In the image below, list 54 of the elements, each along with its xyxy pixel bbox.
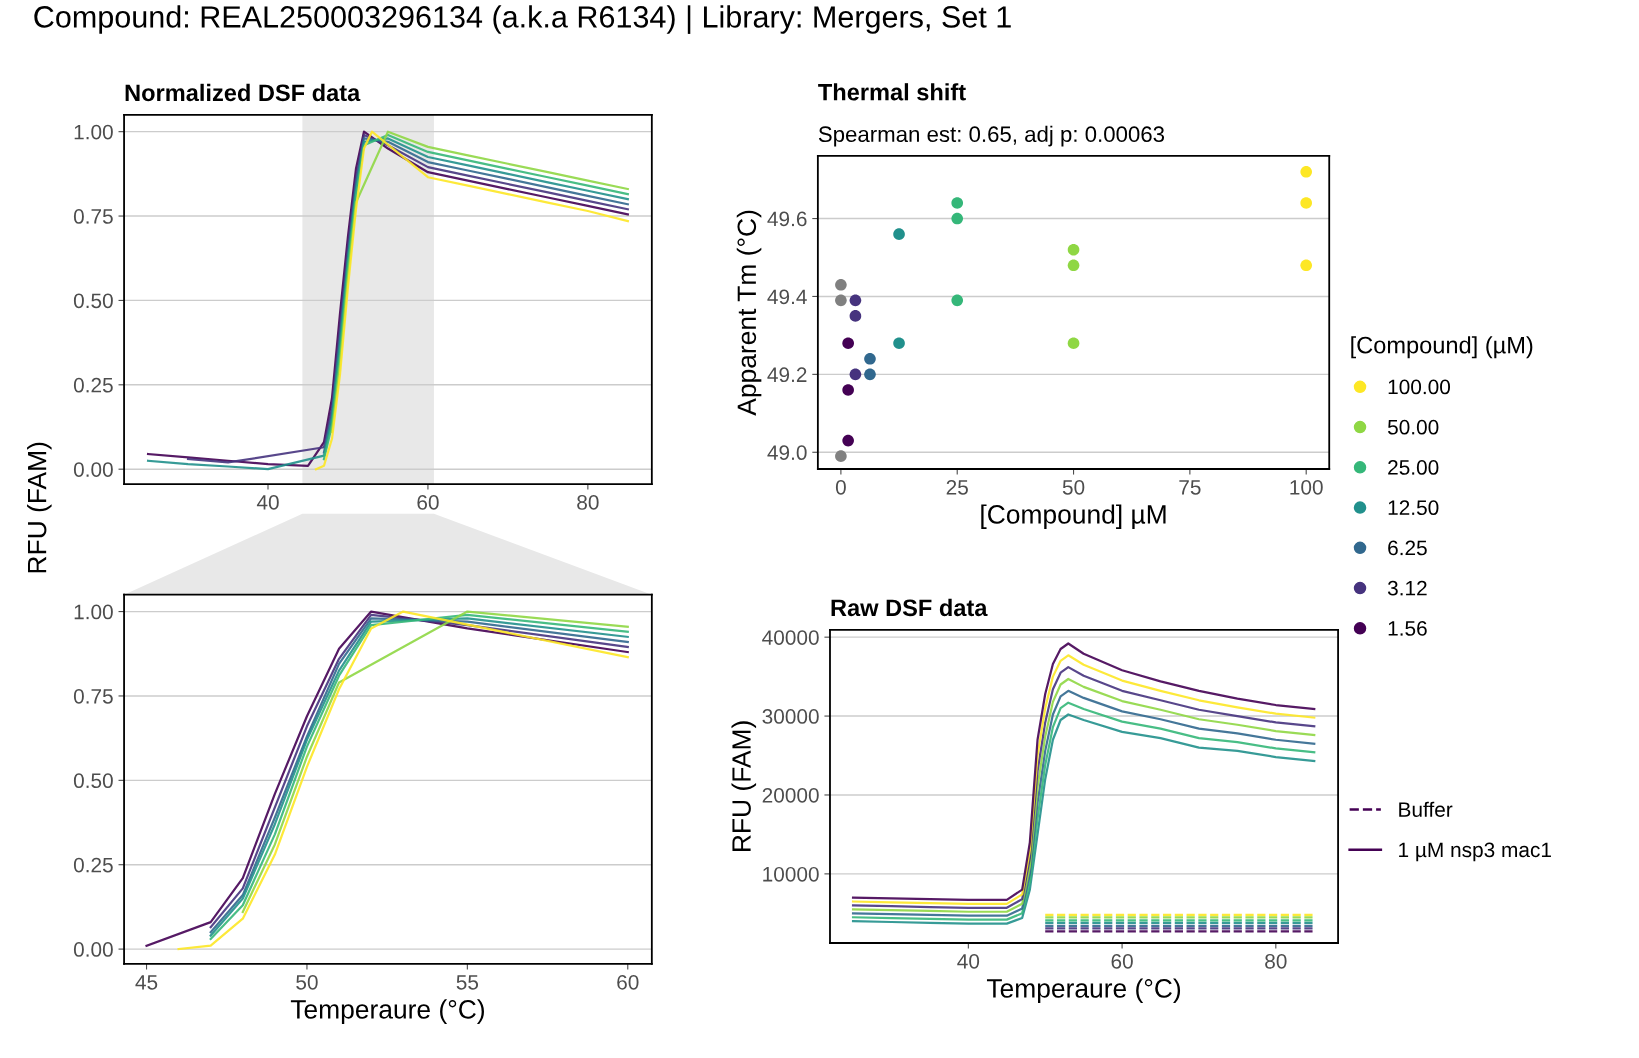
x-tick-label: 60 (417, 495, 439, 510)
y-tick-label: 20000 (762, 787, 819, 803)
legend-label: 100.00 (1388, 379, 1451, 395)
chart-title: Thermal shift (818, 83, 966, 101)
legend-label: 6.25 (1388, 540, 1427, 556)
legend-label: Buffer (1399, 801, 1453, 817)
y-tick-label: 0.50 (73, 293, 113, 309)
y-tick-label: 0.75 (73, 688, 113, 704)
legend-label: 1 µM nsp3 mac1 (1399, 842, 1551, 862)
y-tick-label: 0.00 (73, 942, 113, 957)
x-axis-title: Temperaure (°C) (290, 999, 484, 1024)
x-tick-label: 40 (957, 953, 980, 969)
y-tick-label: 1.00 (74, 124, 113, 140)
x-axis-title: Temperaure (°C) (986, 978, 1181, 1003)
x-tick-label: 45 (135, 975, 158, 990)
y-tick-label: 49.2 (767, 367, 807, 383)
y-tick-label: 10000 (763, 866, 819, 882)
y-tick-label: 0.25 (73, 857, 113, 873)
x-tick-label: 25 (946, 479, 968, 495)
y-tick-label: 49.6 (767, 211, 807, 227)
legend-label: 12.50 (1388, 500, 1439, 516)
y-tick-label: 0.00 (73, 462, 113, 477)
text: Compound: REAL250003296134 (a.k.a R6134) | Library: Mergers, Set 1 (34, 5, 1011, 34)
legend-label: 25.00 (1388, 460, 1439, 475)
x-tick-label: 60 (1111, 953, 1133, 969)
y-tick-label: 40000 (762, 630, 819, 645)
y-axis-title: Apparent Tm (°C) (736, 210, 762, 416)
y-tick-label: 1.00 (74, 604, 113, 620)
x-tick-label: 100 (1290, 479, 1323, 495)
x-tick-label: 50 (1062, 479, 1085, 495)
y-tick-label: 30000 (762, 709, 819, 724)
x-tick-label: 60 (617, 974, 639, 990)
x-tick-label: 0 (835, 479, 846, 495)
x-tick-label: 75 (1179, 480, 1201, 495)
chart-title: Raw DSF data (831, 598, 988, 617)
legend-label: 50.00 (1387, 419, 1439, 435)
x-tick-label: 80 (1265, 953, 1287, 969)
y-tick-label: 49.4 (767, 289, 807, 305)
chart-title: Normalized DSF data (125, 83, 361, 102)
y-axis-title: RFU (FAM) (731, 721, 757, 851)
y-tick-label: 0.25 (73, 377, 113, 393)
legend-label: 1.56 (1388, 621, 1427, 636)
x-axis-title: [Compound] µM (981, 504, 1166, 529)
legend-title: [Compound] (µM) (1351, 336, 1533, 359)
y-tick-label: 49.0 (767, 445, 807, 461)
chart-subtitle: Spearman est: 0.65, adj p: 0.00063 (818, 125, 1165, 147)
y-axis-title: RFU (FAM) (27, 442, 52, 573)
x-tick-label: 55 (456, 975, 479, 990)
x-tick-label: 80 (577, 495, 599, 510)
y-tick-label: 0.75 (73, 209, 113, 224)
legend-label: 3.12 (1387, 580, 1427, 596)
y-tick-label: 0.50 (73, 773, 113, 789)
x-tick-label: 50 (296, 974, 318, 990)
x-tick-label: 40 (256, 495, 279, 510)
